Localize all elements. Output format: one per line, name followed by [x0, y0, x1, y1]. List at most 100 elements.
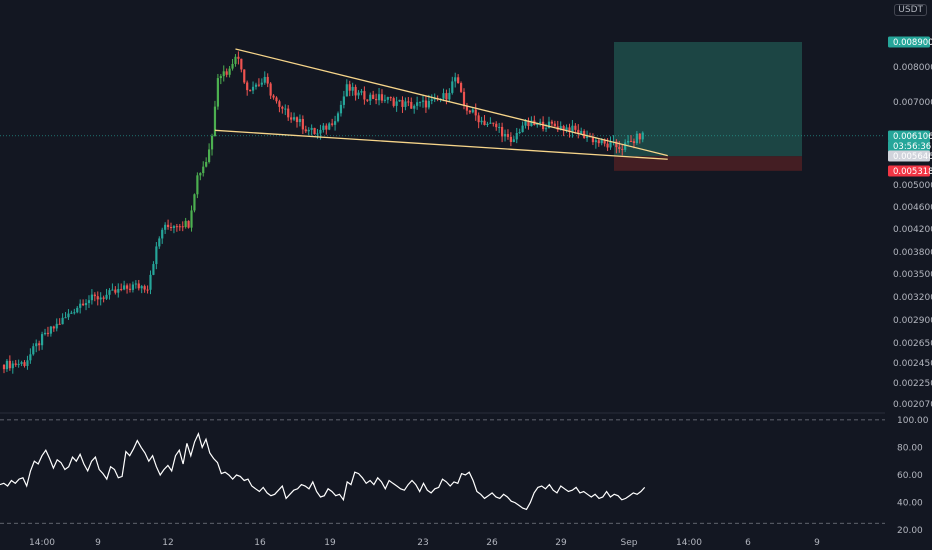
candle-body [234, 56, 237, 64]
candle-body [398, 99, 401, 102]
trendlines[interactable] [214, 48, 668, 160]
price-axis[interactable]: 0.008000 0.007000 0.005000 0.004600 0.004200… [893, 63, 932, 536]
candle-body [199, 173, 202, 176]
candle-body [307, 129, 310, 132]
candle-body [401, 99, 404, 107]
price-tick-label: 0.002900 [893, 316, 932, 326]
candle-body [451, 81, 454, 93]
candle-body [424, 100, 428, 108]
candle-body [313, 127, 316, 135]
candle-body [190, 210, 193, 228]
candle-body [389, 97, 392, 99]
candle-body [96, 296, 99, 300]
price-tick-label: 0.002250 [893, 379, 932, 389]
candlestick-series[interactable] [2, 51, 644, 374]
time-tick-label: 9 [814, 538, 820, 548]
candle-body [61, 317, 64, 325]
candle-body [457, 77, 460, 84]
candle-body [351, 86, 354, 91]
candle-body [164, 224, 167, 230]
candle-body [275, 97, 278, 102]
candle-body [8, 360, 11, 369]
candle-body [158, 238, 161, 247]
candle-body [489, 122, 492, 124]
price-tick-label: 0.007000 [893, 98, 932, 108]
candle-body [527, 120, 530, 127]
price-tag-text-countdown: 03:56:36 [893, 142, 931, 152]
candle-body [26, 360, 29, 366]
candle-body [14, 363, 17, 365]
candle-body [40, 334, 44, 346]
candle-body [603, 139, 606, 144]
candle-body [166, 224, 170, 228]
candle-body [23, 362, 26, 366]
candle-body [515, 133, 518, 140]
candle-body [175, 226, 178, 228]
candle-body [547, 121, 551, 129]
candle-body [64, 317, 67, 319]
price-tag-target [888, 36, 930, 48]
candle-body [304, 129, 307, 132]
candle-body [38, 343, 41, 346]
candle-body [67, 313, 70, 318]
candle-body [210, 135, 214, 150]
price-tag-text-stop: 0.005318 [893, 167, 932, 177]
currency-selector[interactable]: USDT [894, 4, 927, 16]
candle-body [146, 289, 149, 291]
candle-body [377, 94, 381, 101]
candle-body [328, 123, 331, 130]
candle-body [471, 109, 474, 113]
candle-body [319, 129, 322, 134]
candle-body [629, 140, 633, 142]
candle-body [383, 99, 386, 101]
time-axis[interactable]: 14:00 9 12 16 19 23 26 29 Sep 14:00 6 9 [29, 538, 820, 548]
candle-body [52, 326, 55, 329]
candle-body [416, 102, 419, 106]
candle-body [246, 82, 249, 91]
candle-body [82, 303, 85, 306]
candle-body [108, 290, 111, 295]
candle-body [17, 363, 20, 365]
candle-body [492, 122, 495, 124]
candle-body [477, 115, 480, 123]
candle-body [111, 289, 114, 291]
rsi-tick-label: 40.00 [897, 499, 923, 509]
candle-body [184, 220, 187, 228]
time-tick-label: Sep [621, 538, 638, 548]
candle-body [530, 120, 533, 127]
candle-body [79, 303, 82, 308]
candle-body [152, 264, 155, 275]
candle-body [480, 120, 483, 123]
candle-body [73, 312, 76, 314]
candle-body [626, 140, 630, 143]
candle-body [202, 166, 205, 174]
candle-body [380, 94, 384, 101]
candle-body [413, 105, 416, 109]
candle-body [618, 147, 621, 149]
candle-body [638, 133, 641, 140]
candle-body [580, 131, 583, 134]
candle-body [375, 98, 378, 101]
candle-body [600, 139, 603, 144]
candle-body [442, 93, 445, 99]
rsi-tick-label: 60.00 [897, 471, 923, 481]
trendline-lower [214, 129, 668, 160]
trendline-upper [235, 48, 668, 157]
candle-body [137, 283, 140, 289]
candle-body [125, 285, 129, 289]
candle-body [149, 274, 152, 290]
candle-body [430, 99, 433, 101]
price-tick-label: 0.003200 [893, 293, 932, 303]
candle-body [445, 93, 448, 100]
candle-body [93, 294, 96, 297]
time-tick-label: 14:00 [29, 538, 55, 548]
candle-body [58, 323, 61, 325]
time-tick-label: 6 [745, 538, 751, 548]
candle-body [219, 76, 222, 79]
stop-zone [614, 156, 802, 171]
candle-body [254, 84, 258, 87]
candle-body [641, 132, 644, 140]
time-tick-label: 12 [162, 538, 173, 548]
